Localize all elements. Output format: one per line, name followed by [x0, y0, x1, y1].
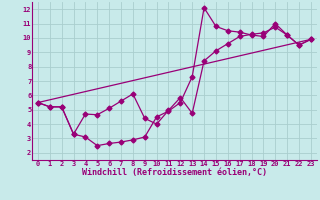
X-axis label: Windchill (Refroidissement éolien,°C): Windchill (Refroidissement éolien,°C) — [82, 168, 267, 177]
